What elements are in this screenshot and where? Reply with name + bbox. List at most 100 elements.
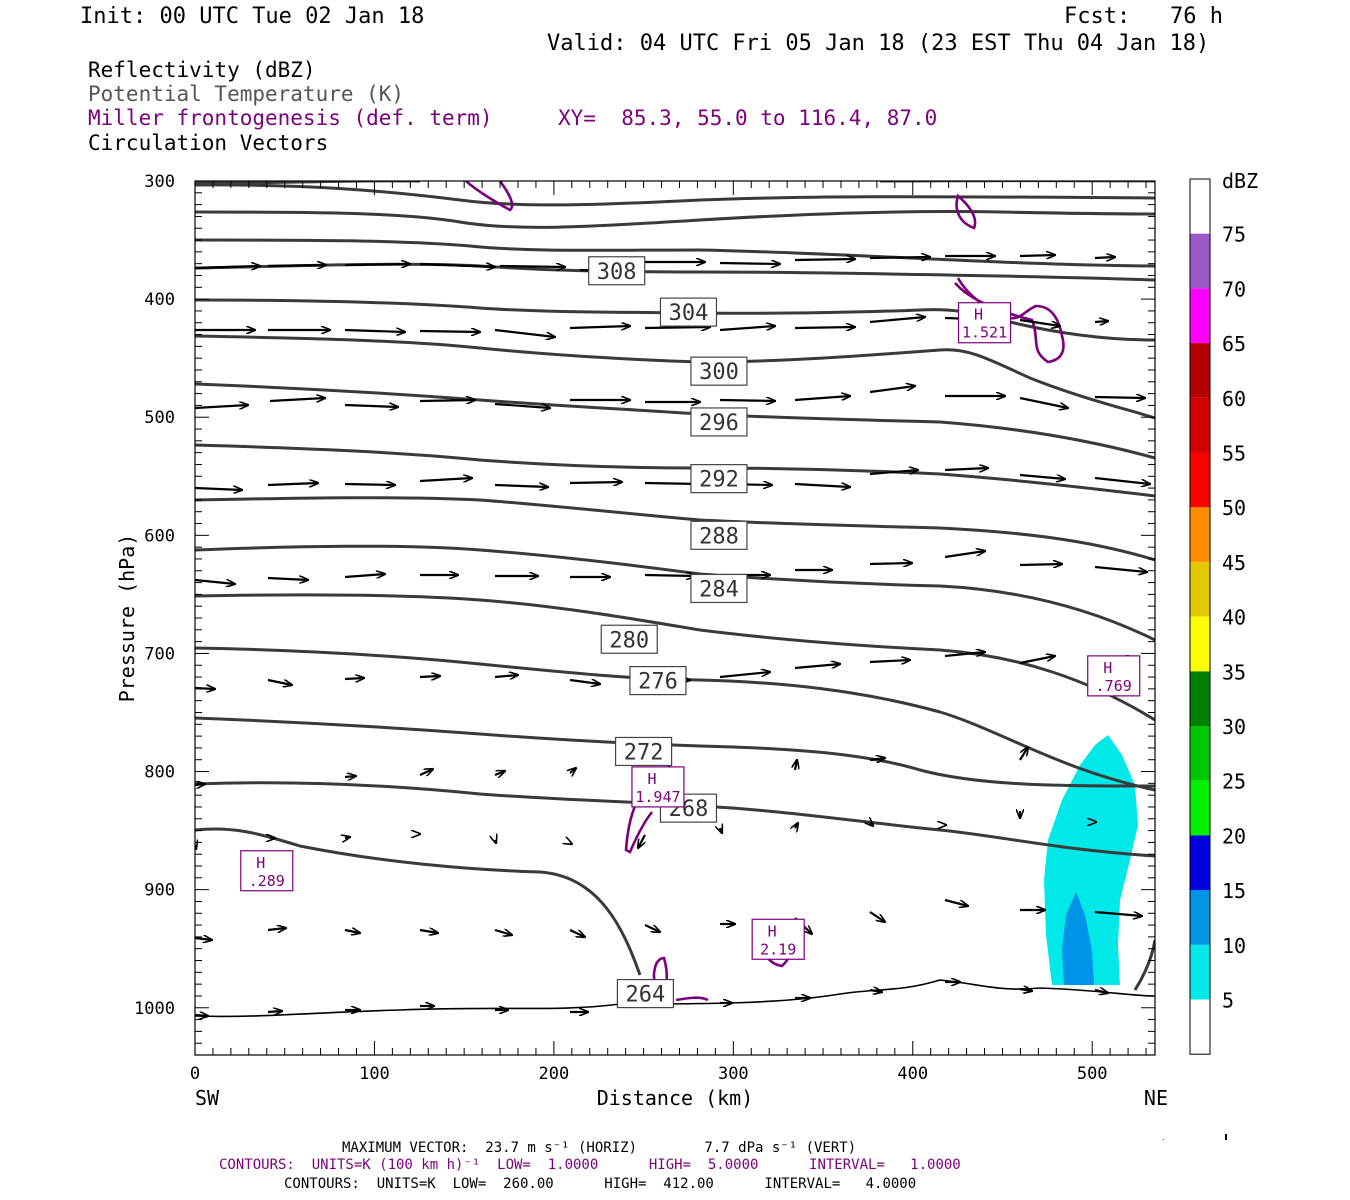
forecast-hour: Fcst: 76 h <box>1064 4 1223 29</box>
fgen-contour-7 <box>675 996 709 1002</box>
legend-vectors: Circulation Vectors <box>88 131 329 155</box>
x-axis-label: Distance (km) <box>597 1086 754 1110</box>
circulation-vectors <box>195 255 1150 1016</box>
circulation-vector <box>267 1011 282 1012</box>
legend-reflectivity: Reflectivity (dBZ) <box>88 58 316 82</box>
theta-line-300 <box>195 334 1155 420</box>
theta-contours <box>195 181 1155 991</box>
circulation-vector <box>794 484 850 487</box>
circulation-vector <box>344 574 385 577</box>
colorbar-segment <box>1190 233 1210 289</box>
ne-label: NE <box>1144 1086 1168 1110</box>
theta-label-308: 308 <box>588 256 646 286</box>
theta-label-300: 300 <box>690 356 748 386</box>
circulation-vector <box>1094 910 1142 916</box>
circulation-vector <box>494 402 550 408</box>
theta-label-264: 264 <box>616 978 674 1009</box>
circulation-vector <box>494 930 512 935</box>
theta-line-296 <box>195 382 1155 460</box>
circulation-vector <box>944 551 985 559</box>
circulation-vector <box>1019 564 1062 565</box>
circulation-vector <box>569 680 600 684</box>
theta-label-292: 292 <box>690 464 748 494</box>
theta-label-text: 284 <box>699 577 739 602</box>
circulation-vector <box>1094 476 1150 484</box>
fgen-contour-2 <box>955 193 977 230</box>
theta-label-text: 308 <box>597 260 637 285</box>
theta-label-text: 264 <box>626 983 666 1008</box>
fgen-contour-1 <box>465 181 514 212</box>
max-vector-note: MAXIMUM VECTOR: 23.7 m s⁻¹ (HORIZ) 7.7 d… <box>342 1140 857 1156</box>
colorbar-label: 65 <box>1222 332 1246 356</box>
y-tick-label: 700 <box>144 644 175 664</box>
circulation-vector <box>794 664 840 670</box>
circulation-vector <box>267 265 326 266</box>
theta-line-310 <box>195 238 1155 268</box>
circulation-vector <box>344 678 364 679</box>
circulation-vector <box>644 327 710 328</box>
theta-line-276 <box>195 646 1155 792</box>
circulation-vector <box>499 266 565 267</box>
theta-label-text: 276 <box>638 670 678 695</box>
x-tick-label: 0 <box>190 1064 200 1084</box>
colorbar-bottom <box>1190 999 1210 1055</box>
echo-10dbz <box>1062 892 1094 985</box>
circulation-vector <box>869 317 925 324</box>
theta-label-text: 272 <box>624 740 664 765</box>
colorbar-segment <box>1190 507 1210 562</box>
circulation-vector <box>344 484 395 485</box>
circulation-vector <box>344 930 360 933</box>
circulation-vector <box>570 768 576 773</box>
circulation-vector <box>495 840 496 843</box>
circulation-vector <box>869 660 910 662</box>
y-tick-label: 500 <box>144 408 175 428</box>
circulation-vector <box>267 678 292 685</box>
colorbar-label: 35 <box>1222 660 1246 684</box>
fgen-max-label: H.289 <box>240 850 294 892</box>
surface-line <box>195 979 1155 1018</box>
colorbar-label: 50 <box>1222 496 1246 520</box>
colorbar-label: 30 <box>1222 715 1246 739</box>
colorbar-label: 45 <box>1222 551 1246 575</box>
colorbar-segment <box>1190 288 1210 344</box>
circulation-vector <box>344 776 356 777</box>
theta-contour-note: CONTOURS: UNITS=K LOW= 260.00 HIGH= 412.… <box>284 1176 917 1192</box>
circulation-vector <box>944 468 988 470</box>
theta-line-264 <box>195 827 642 976</box>
circulation-vector <box>719 400 775 401</box>
circulation-vector <box>1019 396 1068 408</box>
colorbar-label: 55 <box>1222 442 1246 466</box>
circulation-vector <box>719 672 770 679</box>
circulation-vector <box>794 327 855 328</box>
fgen-max-letter: H <box>1103 659 1112 677</box>
theta-line-272 <box>195 716 1155 788</box>
colorbar-label: 75 <box>1222 223 1246 247</box>
x-tick-label: 200 <box>539 1064 570 1084</box>
colorbar-segment <box>1190 780 1210 836</box>
circulation-vector <box>494 771 505 775</box>
theta-label-284: 284 <box>690 573 748 604</box>
circulation-vector <box>195 938 212 940</box>
colorbar-cap <box>1190 179 1210 234</box>
theta-line-280 <box>195 593 1155 722</box>
theta-label-text: 288 <box>699 524 739 549</box>
colorbar-label: 25 <box>1222 770 1246 794</box>
reflectivity-colorbar: 5 10 15 20 25 30 35 40 45 50 55 60 65 70 75 <box>1189 178 1246 1055</box>
circulation-vector <box>1094 397 1145 398</box>
circulation-vector <box>1019 747 1028 761</box>
circulation-vector <box>569 929 585 937</box>
circulation-vector <box>345 837 350 838</box>
fgen-max-value: 1.521 <box>962 324 1007 342</box>
circulation-vector <box>1094 565 1147 572</box>
circulation-vector <box>195 488 242 490</box>
axis-tick-labels: 0 100 200 300 400 500 300 400 500 600 700 800 900 100… <box>134 172 1108 1084</box>
colorbar-segment <box>1190 561 1210 617</box>
sw-label: SW <box>195 1086 220 1110</box>
y-tick-label: 900 <box>144 881 175 901</box>
fgen-max-label: H1.521 <box>957 302 1012 344</box>
fgen-max-label: H.769 <box>1087 655 1141 697</box>
fgen-max-value: .289 <box>249 872 285 890</box>
circulation-vector <box>869 563 912 564</box>
colorbar-label: 70 <box>1222 277 1246 301</box>
